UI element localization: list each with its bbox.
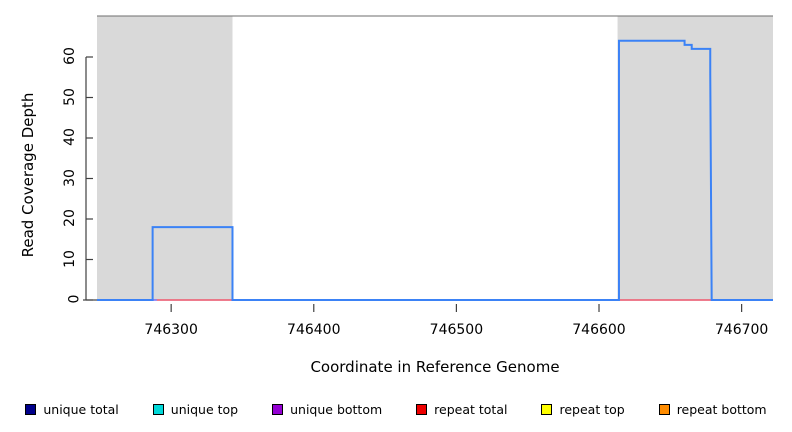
repeat-region-right [617,16,773,300]
y-tick-label-40: 40 [45,128,79,146]
coverage-step-curve [97,39,773,301]
legend-swatch-icon [25,403,37,415]
legend-label: repeat total [434,401,508,417]
coverage-curve-group [97,39,773,301]
x-tick-label-746600: 746600 [572,322,626,338]
axes-group [83,56,743,312]
x-tick-label-746500: 746500 [429,322,484,338]
legend-swatch-icon [272,403,284,415]
y-tick-label-20: 20 [45,209,79,227]
y-tick-label-text: 10 [62,249,79,268]
legend-label: repeat top [559,401,625,417]
y-tick-label-text: 0 [66,294,83,304]
legend-item-repeat-bottom[interactable]: repeat bottom [658,401,767,417]
legend-item-unique-top[interactable]: unique top [152,401,239,417]
y-tick-label-text: 40 [62,128,79,146]
x-tick-label-746400: 746400 [287,322,341,338]
legend-label: unique top [170,401,239,417]
legend-item-repeat-top[interactable]: repeat top [541,401,625,417]
y-tick-label-50: 50 [45,87,79,106]
y-tick-label-text: 50 [62,87,79,106]
x-axis-title: Coordinate in Reference Genome [310,358,560,376]
legend-item-unique-total[interactable]: unique total [25,401,119,417]
y-tick-label-60: 60 [45,47,79,65]
legend-label: repeat bottom [676,401,767,417]
y-tick-label-30: 30 [45,168,79,187]
legend-label: unique total [43,401,119,417]
legend-item-unique-bottom[interactable]: unique bottom [272,402,382,417]
y-tick-label-0: 0 [45,291,83,307]
y-tick-label-text: 60 [62,47,79,65]
legend-label: unique bottom [290,401,383,417]
legend-swatch-icon [416,403,428,415]
shaded-regions-group [97,16,773,300]
x-tick-label-746700: 746700 [714,322,769,338]
y-tick-label-text: 30 [62,168,79,187]
legend-swatch-icon [658,403,670,415]
legend-swatch-icon [541,403,553,415]
chart-legend: unique total unique top unique bottom repea… [0,398,792,420]
y-tick-label-text: 20 [62,209,79,227]
y-axis-title: Read Coverage Depth [19,92,37,258]
y-tick-label-10: 10 [45,249,79,268]
x-tick-label-746300: 746300 [144,322,198,338]
repeat-region-left [97,16,233,300]
legend-item-repeat-total[interactable]: repeat total [416,402,507,417]
legend-swatch-icon [152,403,164,415]
